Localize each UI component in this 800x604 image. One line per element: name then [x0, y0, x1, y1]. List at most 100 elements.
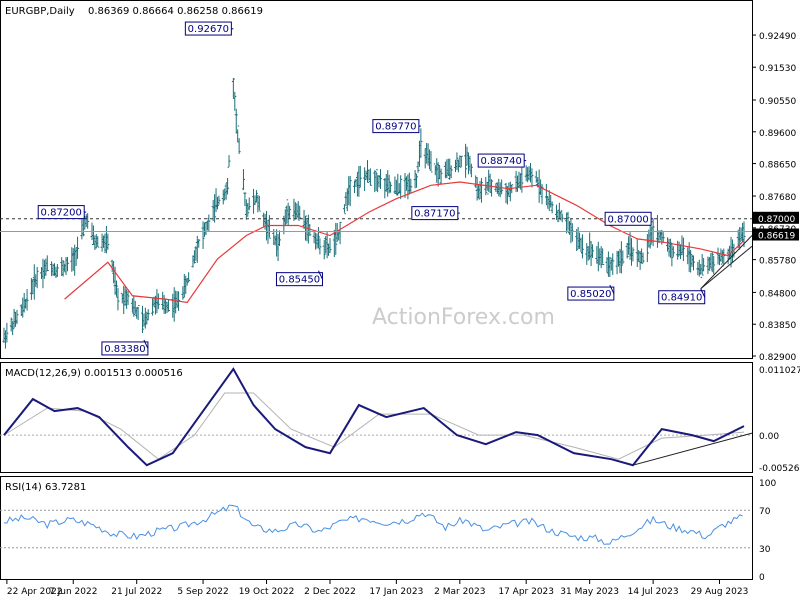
price-annotation-label: 0.83380 — [104, 344, 145, 355]
ohlc-bar — [619, 241, 623, 274]
price-tag: 0.86619 — [753, 228, 799, 242]
trendline — [700, 235, 753, 290]
ohlc-bar — [96, 236, 100, 248]
ohlc-bar — [316, 227, 320, 248]
ohlc-bar — [283, 209, 287, 226]
price-annotation-label: 0.87170 — [414, 209, 455, 220]
ohlc-bar — [55, 264, 59, 277]
watermark: ActionForex.com — [372, 305, 555, 330]
ohlc-bar — [641, 252, 645, 264]
ohlc-bar — [257, 195, 261, 212]
ohlc-bar — [217, 195, 221, 205]
ohlc-bar — [409, 178, 413, 193]
ohlc-bar — [65, 256, 69, 272]
ohlc-bar — [591, 244, 595, 258]
price-axis-label: 0.91530 — [759, 64, 796, 74]
price-axis-label: 0.82900 — [759, 353, 796, 363]
ohlc-bar — [742, 221, 746, 248]
ohlc-bar — [25, 289, 29, 311]
price-annotation-label: 0.89770 — [375, 122, 416, 133]
ohlc-bar — [156, 293, 160, 310]
ohlc-bar — [710, 251, 714, 273]
rsi-axis-label: 0 — [759, 573, 765, 583]
ohlc-bar — [464, 143, 468, 178]
price-annotation-label: 0.87200 — [41, 208, 82, 219]
ohlc-bar — [226, 177, 230, 195]
price-axis-label: 0.92490 — [759, 32, 796, 42]
price-annotation-label: 0.85450 — [279, 275, 320, 286]
price-annotation: 0.89770 — [372, 119, 421, 134]
ohlc-bar — [366, 160, 370, 183]
ohlc-bar — [197, 238, 201, 248]
price-tag: 0.87000 — [753, 211, 799, 225]
ohlc-bar — [318, 238, 322, 255]
price-annotation: 0.87000 — [604, 211, 654, 226]
ohlc-bar — [254, 190, 258, 203]
x-axis-label: 17 Apr 2023 — [498, 587, 554, 597]
ohlc-bar — [233, 91, 237, 111]
ohlc-bar — [712, 255, 716, 275]
price-axis-label: 0.85780 — [759, 257, 796, 267]
ohlc-bar — [415, 173, 419, 188]
ohlc-bar — [479, 178, 483, 203]
ohlc-bar — [560, 211, 564, 223]
x-axis-label: 19 Oct 2022 — [239, 587, 295, 597]
ohlc-bar — [146, 309, 150, 321]
ohlc-bar — [106, 233, 110, 250]
ohlc-bar — [267, 215, 271, 239]
ohlc-bar — [648, 225, 652, 249]
ohlc-bar — [334, 222, 338, 255]
ohlc-bar — [358, 165, 362, 188]
ohlc-bar — [126, 290, 130, 305]
price-annotation-label: 0.87000 — [607, 214, 648, 225]
rsi-axis-label: 100 — [759, 479, 776, 489]
ohlc-bar — [469, 163, 473, 178]
x-axis-label: 2 Dec 2022 — [304, 587, 356, 597]
ohlc-bar — [227, 155, 231, 168]
ohlc-bar — [115, 280, 119, 297]
x-axis-label: 31 May 2023 — [560, 587, 619, 597]
ohlc-bar — [61, 260, 65, 277]
ohlc-bar — [419, 128, 423, 158]
x-axis-label: 22 Apr 2022 — [7, 587, 63, 597]
price-annotation-leader — [143, 339, 149, 349]
ohlc-bar — [500, 179, 504, 195]
ohlc-bar — [671, 246, 675, 258]
ohlc-bar — [132, 295, 136, 317]
ohlc-bar — [608, 256, 612, 277]
price-annotation-leader — [231, 28, 234, 30]
ohlc-bar — [237, 138, 241, 154]
rsi-line — [3, 504, 743, 545]
ohlc-bar — [621, 250, 625, 265]
x-axis-label: 7 Jun 2022 — [49, 587, 97, 597]
price-annotation: 0.87200 — [37, 205, 87, 220]
price-axis-label: 0.83850 — [759, 321, 796, 331]
ohlc-bar — [35, 266, 39, 289]
ohlc-bar — [342, 204, 346, 215]
price-axis-label: 0.88650 — [759, 161, 796, 171]
ohlc-bar — [601, 248, 605, 266]
price-axis-label: 0.89600 — [759, 129, 796, 139]
ohlc-bar — [328, 238, 332, 253]
ohlc-bar — [231, 77, 235, 99]
ohlc-bar — [298, 205, 302, 221]
ohlc-bar — [692, 255, 696, 271]
price-annotation: 0.84910 — [658, 288, 706, 305]
ohlc-bar — [681, 237, 685, 262]
ohlc-bar — [374, 169, 378, 192]
x-axis-label: 5 Sep 2022 — [177, 587, 228, 597]
ohlc-bar — [389, 181, 393, 193]
x-axis-label: 29 Aug 2023 — [691, 587, 749, 597]
ohlc-bar — [399, 175, 403, 200]
ohlc-bar — [288, 205, 292, 219]
ohlc-bar — [357, 166, 361, 197]
price-annotation-leader — [318, 270, 323, 280]
ohlc-bar — [15, 309, 19, 325]
macd-panel-frame — [0, 362, 753, 473]
ohlc-bar — [213, 194, 217, 223]
ohlc-bar — [449, 165, 453, 179]
ohlc-bar — [207, 214, 211, 232]
ohlc-bar — [439, 168, 443, 185]
ohlc-bar — [192, 250, 196, 264]
